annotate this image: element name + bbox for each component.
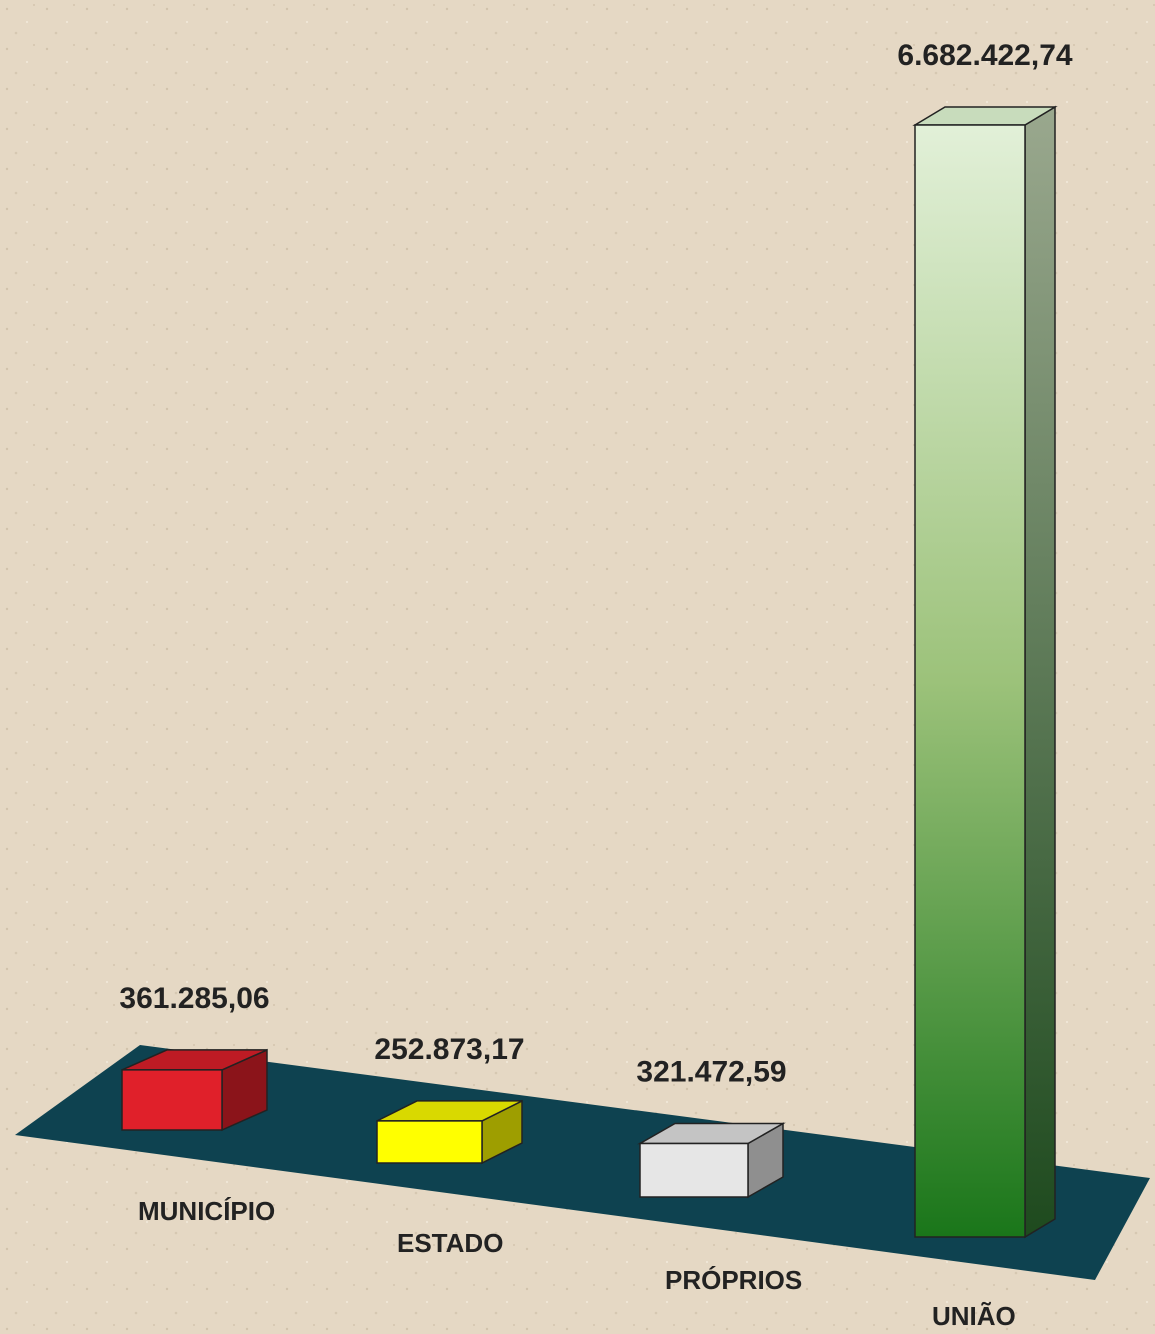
bar-side	[1024, 105, 1056, 1239]
value-label: 6.682.422,74	[897, 39, 1072, 72]
category-label: ESTADO	[397, 1228, 503, 1258]
category-label: PRÓPRIOS	[665, 1265, 802, 1295]
bar	[376, 1120, 483, 1164]
value-label: 321.472,59	[636, 1055, 786, 1088]
value-label: 252.873,17	[374, 1033, 524, 1066]
value-label: 361.285,06	[119, 982, 269, 1015]
category-label: UNIÃO	[932, 1301, 1016, 1331]
floor	[15, 1045, 1150, 1280]
category-label: MUNICÍPIO	[138, 1196, 275, 1226]
bar	[914, 124, 1026, 1238]
bar	[639, 1142, 749, 1198]
bar	[121, 1069, 223, 1131]
